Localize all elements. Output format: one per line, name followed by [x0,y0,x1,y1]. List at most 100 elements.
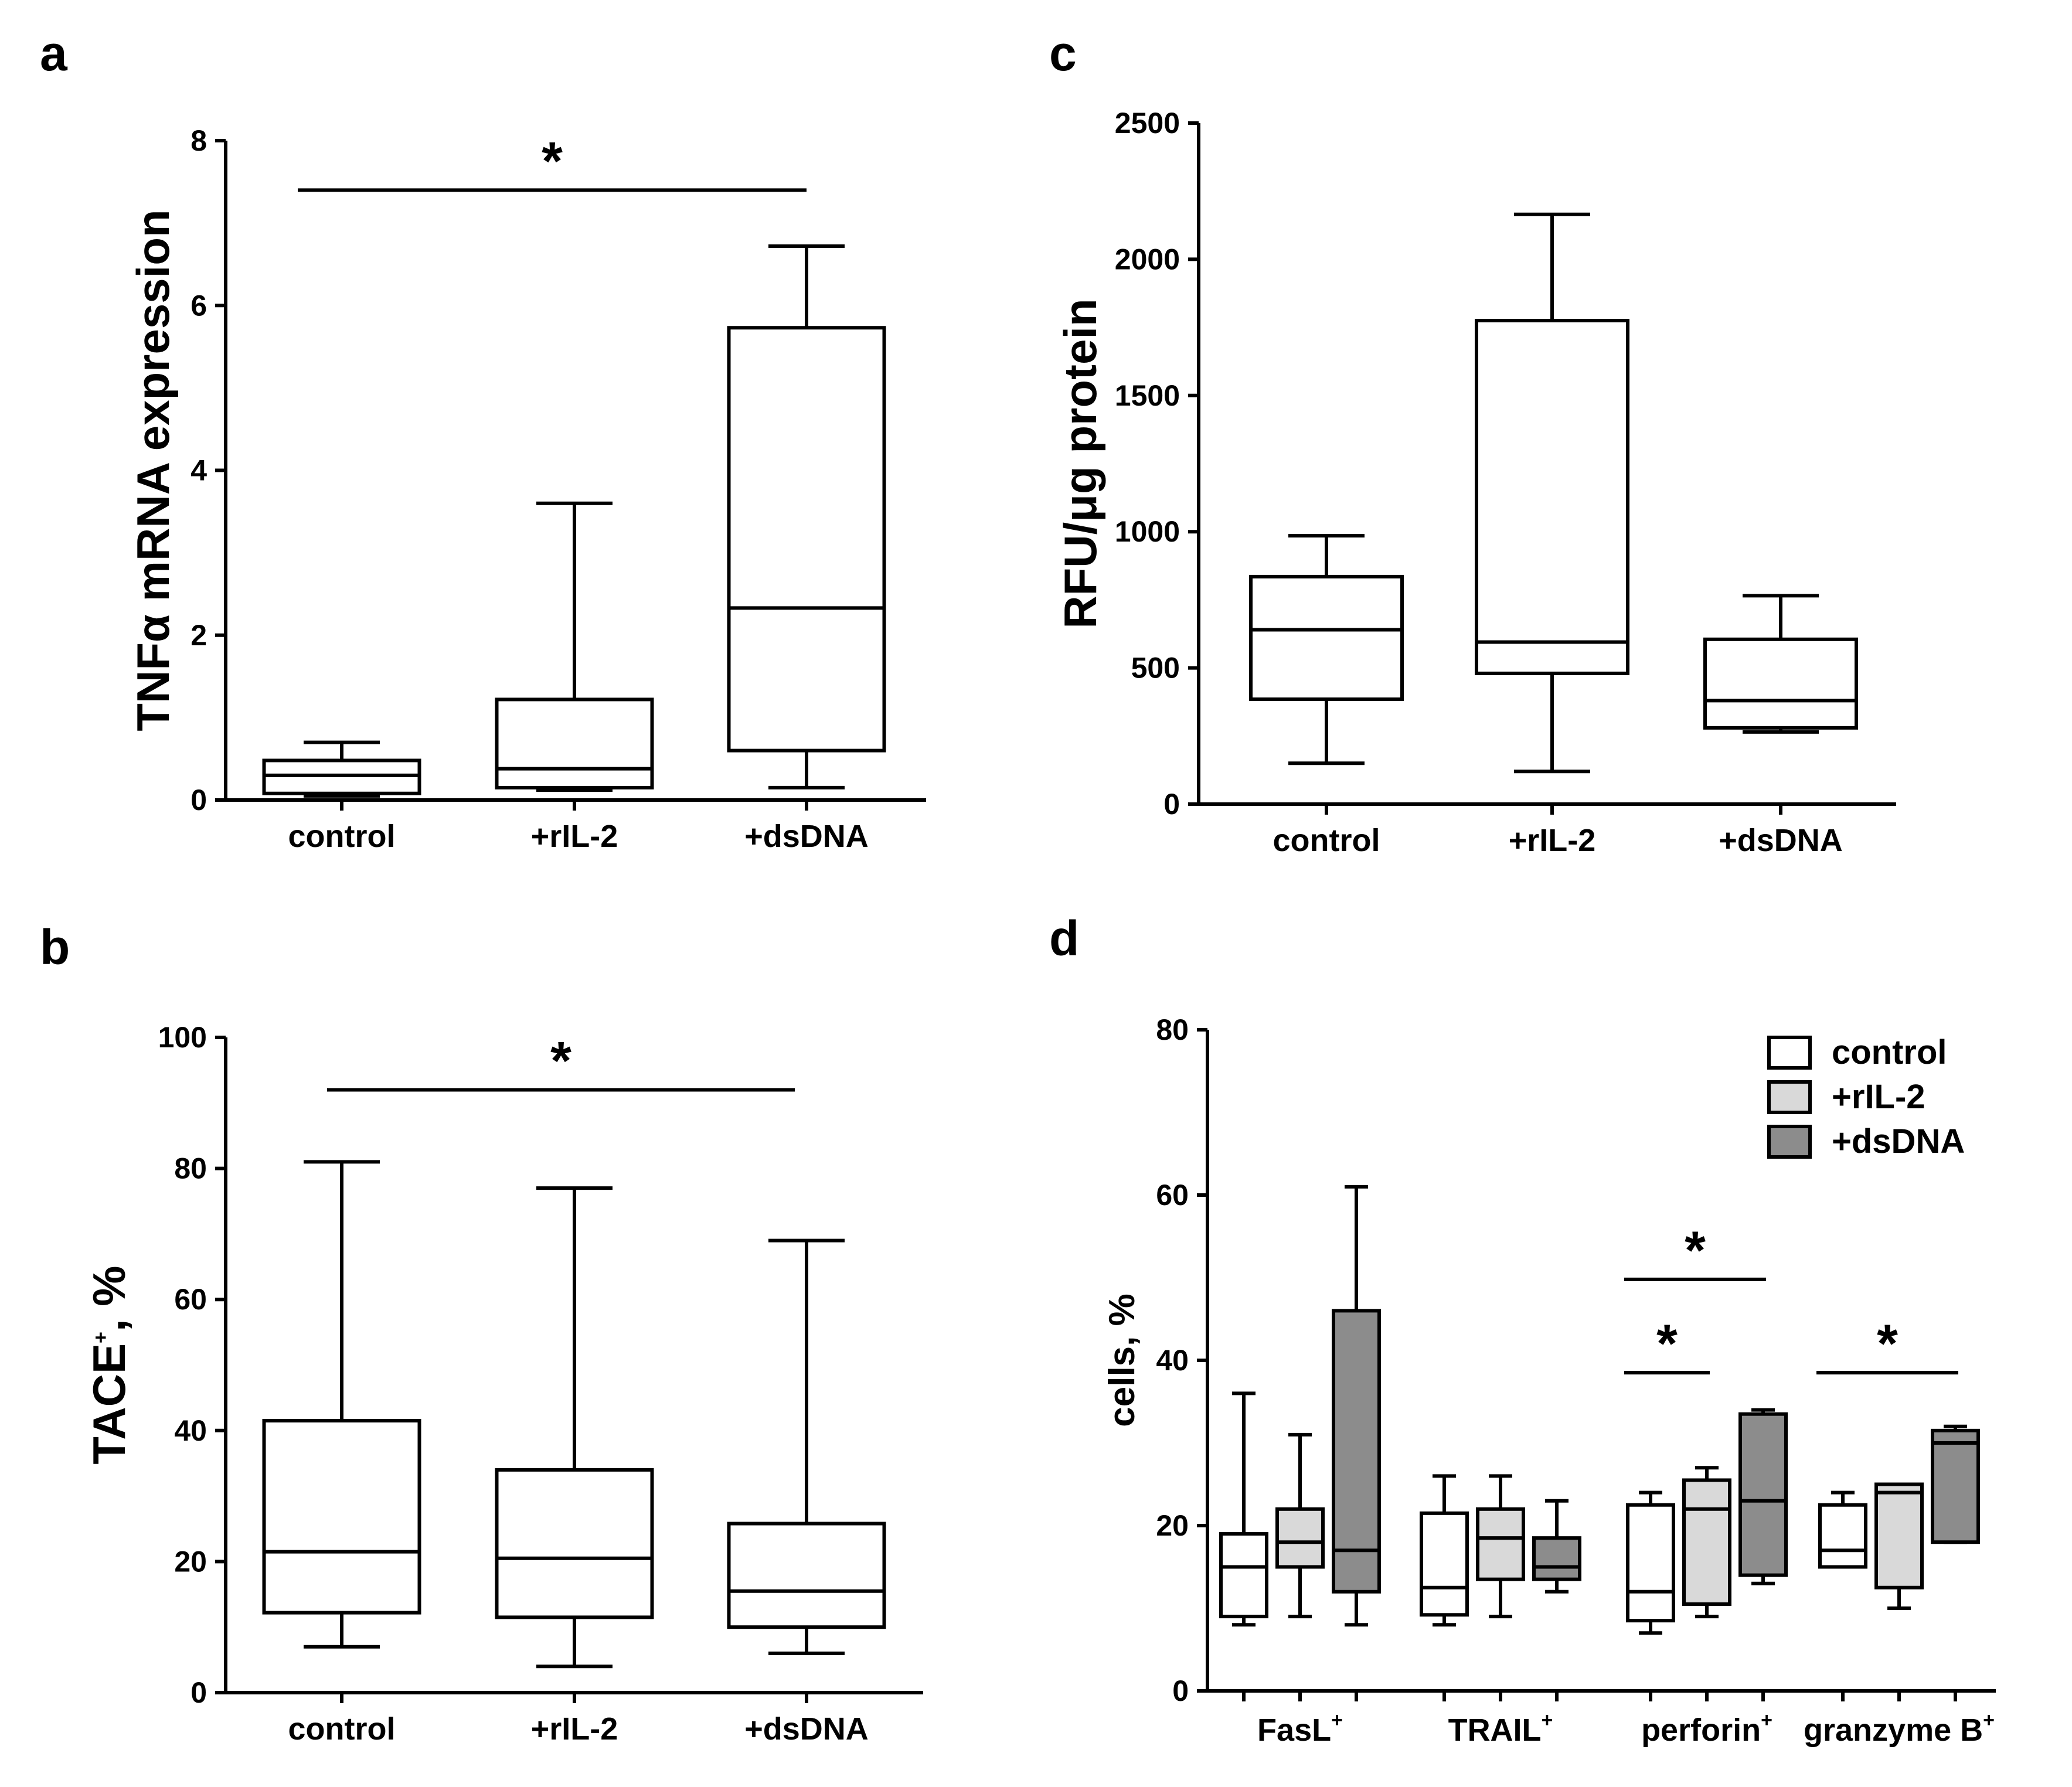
legend-label-control: control [1832,1033,1947,1071]
y-tick-label: 0 [1163,788,1180,821]
y-tick-label: 1500 [1115,379,1180,412]
box-iqr [262,1419,421,1615]
x-tick-label-control: control [288,1711,396,1747]
box-iqr [1475,318,1629,675]
x-group-label-fasl: FasL+ [1257,1709,1343,1748]
y-tick-label: 4 [190,454,207,487]
y-tick-label: 20 [1156,1509,1189,1542]
y-tick-label: 80 [174,1152,207,1185]
panel-c-chart: 0 500 1000 1500 2000 2500 RFU/μg protein contro… [1054,107,1896,858]
y-tick-label: 0 [190,1676,207,1709]
box-dsdna-fasl [1332,1184,1381,1627]
legend-swatch-dsdna [1767,1125,1812,1159]
box-iqr [1818,1503,1867,1569]
panel-letter-a: a [40,26,68,81]
x-group-label-perforin: perforin+ [1641,1709,1772,1748]
y-tick-label: 20 [174,1545,207,1578]
box-iqr [495,697,654,789]
box-control-granzyme-b [1818,1490,1867,1569]
box-dsdna-granzyme-b [1931,1424,1980,1544]
y-tick-label: 100 [158,1021,207,1054]
box-ril-2-granzyme-b [1874,1482,1924,1610]
x-group-label-trail: TRAIL+ [1448,1709,1553,1748]
box-ril-2 [495,1186,654,1669]
x-tick-label-control: control [288,819,396,854]
x-group-label-granzyme-b: granzyme B+ [1804,1709,1995,1748]
x-tick-label-ril-2: +rIL-2 [531,819,618,854]
y-axis-label: cells, % [1102,1294,1142,1427]
box-iqr [1420,1511,1469,1617]
box-iqr [1532,1536,1581,1581]
significance-star: * [1656,1314,1678,1374]
panel-letter-c: c [1049,26,1077,81]
y-tick-label: 0 [190,784,207,816]
box-iqr [1476,1507,1525,1581]
significance-star: * [1877,1314,1898,1374]
box-control [262,740,421,798]
y-tick-label: 6 [190,289,207,322]
x-tick-label-control: control [1273,823,1380,858]
x-tick-label-dsdna: +dsDNA [744,819,869,854]
box-dsdna [727,244,886,789]
y-tick-label: 8 [190,124,207,157]
box-iqr [1738,1412,1788,1577]
legend: control +rIL-2 +dsDNA [1767,1033,1965,1160]
box-iqr [1332,1309,1381,1594]
x-tick-label-dsdna: +dsDNA [744,1711,869,1747]
y-tick-label: 1000 [1115,515,1180,548]
box-iqr [727,1521,886,1629]
box-ril-2-fasl [1275,1432,1325,1619]
box-iqr [1931,1428,1980,1544]
y-tick-label: 40 [174,1414,207,1447]
box-dsdna-perforin [1738,1408,1788,1585]
y-axis-label: TNFα mRNA expression [127,209,179,731]
legend-swatch-ril2 [1767,1080,1812,1114]
y-axis-label: TACE+, % [83,1265,135,1464]
box-iqr [1626,1503,1675,1623]
significance-star: * [542,131,563,191]
box-iqr [727,326,886,753]
y-tick-label: 80 [1156,1013,1189,1046]
box-iqr [1703,637,1858,730]
box-iqr [1249,574,1404,702]
legend-label-ril2: +rIL-2 [1832,1078,1925,1116]
x-tick-label-ril-2: +rIL-2 [1509,823,1596,858]
significance-star: * [550,1031,571,1091]
box-ril-2 [495,501,654,792]
box-control-perforin [1626,1490,1675,1635]
panel-d-chart: 0 20 40 60 80 cells, % FasL+ TRAIL+ perforin+ gra… [1102,1013,1996,1748]
legend-label-dsdna: +dsDNA [1832,1122,1965,1160]
y-tick-label: 60 [174,1283,207,1316]
box-control-fasl [1219,1391,1268,1627]
box-control [262,1160,421,1649]
y-tick-label: 60 [1156,1179,1189,1211]
x-tick-label-ril-2: +rIL-2 [531,1711,618,1747]
box-iqr [1874,1482,1924,1589]
box-iqr [495,1468,654,1619]
y-tick-label: 500 [1131,652,1180,685]
x-tick-label-dsdna: +dsDNA [1719,823,1843,858]
box-ril-2 [1475,212,1629,774]
box-dsdna-trail [1532,1499,1581,1594]
panel-letter-d: d [1049,911,1079,966]
legend-swatch-control [1767,1036,1812,1070]
panel-letter-b: b [40,920,70,975]
y-tick-label: 2000 [1115,243,1180,275]
panel-a-chart: 0 2 4 6 8 TNFα mRNA expression control +rIL-2 +d… [127,124,926,854]
box-iqr [1682,1478,1731,1606]
y-tick-label: 2 [190,619,207,652]
box-control [1249,534,1404,765]
box-ril-2-trail [1476,1474,1525,1619]
panel-b-chart: 0 20 40 60 80 100 TACE+, % control +rIL-2 +dsDNA * [83,1021,923,1747]
y-tick-label: 40 [1156,1344,1189,1377]
significance-star: * [1685,1221,1706,1281]
y-tick-label: 0 [1172,1674,1189,1707]
box-dsdna [1703,594,1858,734]
box-dsdna [727,1238,886,1655]
y-tick-label: 2500 [1115,107,1180,139]
box-iqr [1219,1532,1268,1619]
box-control-trail [1420,1474,1469,1627]
y-axis-label: RFU/μg protein [1054,298,1106,628]
box-iqr [1275,1507,1325,1569]
